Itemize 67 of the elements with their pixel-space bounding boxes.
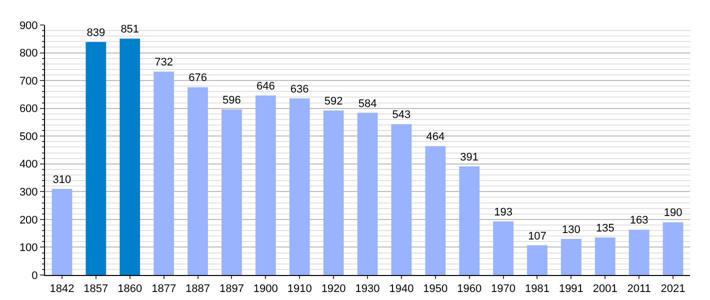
data-label: 851 (120, 24, 140, 36)
data-label: 135 (596, 222, 614, 234)
x-tick-label: 1981 (525, 283, 550, 296)
bar (323, 110, 344, 275)
x-tick-label: 1887 (186, 283, 210, 296)
y-tick-label: 300 (19, 186, 38, 199)
data-label: 163 (630, 214, 648, 227)
bar (594, 238, 616, 275)
y-tick-label: 500 (19, 130, 38, 143)
data-label: 592 (324, 96, 343, 108)
x-tick-label: 1970 (491, 283, 516, 296)
bar (289, 98, 310, 275)
bar (120, 38, 140, 275)
bar (255, 96, 276, 275)
bar (222, 109, 242, 275)
x-tick-label: 1960 (457, 283, 482, 296)
x-tick-label: 1857 (84, 283, 108, 296)
y-tick-label: 600 (19, 103, 38, 116)
data-label: 130 (562, 224, 580, 236)
y-tick-label: 200 (19, 214, 38, 226)
bar (662, 222, 684, 275)
bar (86, 42, 106, 275)
data-label: 310 (52, 174, 72, 186)
y-tick-label: 900 (19, 20, 38, 32)
bar (52, 188, 72, 275)
data-label: 464 (426, 131, 445, 144)
data-label: 584 (358, 98, 377, 110)
bar (188, 87, 208, 275)
x-tick-label: 1860 (118, 283, 142, 296)
x-tick-label: 2021 (660, 283, 686, 296)
x-tick-label: 1930 (355, 283, 380, 296)
bar (459, 166, 480, 275)
bar (561, 238, 582, 275)
bar (154, 72, 174, 275)
data-label: 636 (290, 83, 309, 96)
data-label: 596 (222, 94, 241, 106)
y-tick-label: 100 (19, 242, 38, 254)
data-label: 676 (188, 72, 207, 84)
data-label: 193 (494, 206, 512, 218)
data-label: 732 (154, 56, 173, 69)
x-tick-label: 1897 (219, 283, 244, 296)
data-label: 190 (664, 207, 682, 220)
bar (628, 230, 650, 275)
bar (493, 221, 514, 275)
bar (425, 146, 446, 275)
data-label: 107 (528, 230, 546, 242)
x-tick-label: 1842 (50, 283, 74, 296)
x-tick-label: 1900 (253, 283, 278, 296)
x-tick-label: 1940 (389, 283, 414, 296)
data-label: 543 (392, 109, 411, 122)
x-tick-label: 2001 (592, 283, 618, 296)
x-tick-label: 1920 (321, 283, 346, 296)
y-tick-label: 800 (19, 48, 38, 60)
x-tick-label: 2011 (627, 283, 651, 296)
data-label: 839 (86, 26, 106, 39)
y-tick-label: 400 (19, 158, 38, 171)
x-tick-label: 1950 (423, 283, 448, 296)
x-tick-label: 1991 (558, 283, 584, 296)
bar (391, 124, 412, 275)
y-tick-label: 700 (19, 75, 38, 88)
data-label: 391 (460, 151, 479, 164)
x-tick-label: 1910 (287, 283, 312, 296)
x-tick-label: 1877 (152, 283, 176, 296)
bar (527, 245, 548, 275)
y-tick-label: 0 (32, 270, 38, 282)
data-label: 646 (256, 80, 275, 93)
bar (357, 112, 378, 275)
